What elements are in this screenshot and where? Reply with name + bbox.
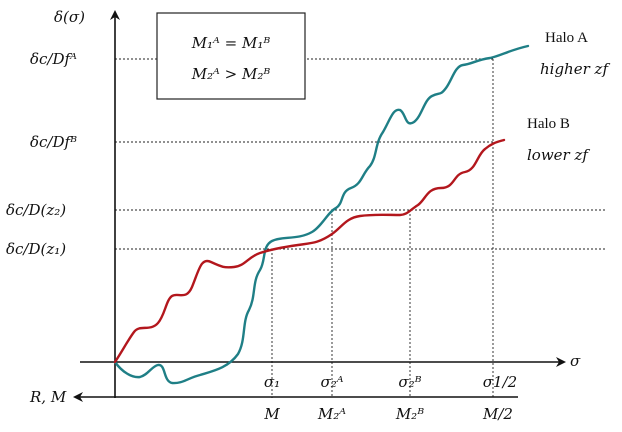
y-tick-dfa: δc/Dfᴬ (30, 50, 77, 68)
y-tick-dfb: δc/Dfᴮ (30, 133, 77, 151)
halo-b-curve (113, 138, 506, 364)
legend-line-2: M₂ᴬ > M₂ᴮ (191, 65, 271, 83)
sigma-tick-2b: σ₂ᴮ (398, 373, 421, 391)
halo-a-note: higher zf (540, 60, 610, 78)
mass-tick-m2a: M₂ᴬ (317, 405, 346, 423)
halo-b-name: Halo B (527, 116, 570, 132)
legend-box: M₁ᴬ = M₁ᴮ M₂ᴬ > M₂ᴮ (156, 12, 306, 100)
sigma-tick-2a: σ₂ᴬ (320, 373, 343, 391)
y-axis-label: δ(σ) (54, 8, 85, 26)
mass-tick-m2b: M₂ᴮ (395, 405, 424, 423)
guide-lines (115, 58, 606, 398)
sigma-tick-half: σ1/2 (483, 373, 517, 391)
legend-line-1: M₁ᴬ = M₁ᴮ (191, 34, 271, 52)
y-tick-dz1: δc/D(z₁) (6, 240, 66, 258)
lower-axis-label: R, M (29, 388, 67, 406)
halo-a-name: Halo A (545, 30, 588, 46)
mass-tick-half: M/2 (482, 405, 513, 423)
sigma-tick-1: σ₁ (264, 373, 280, 391)
mass-tick-m: M (263, 405, 280, 423)
x-axis-label: σ (570, 352, 581, 370)
halo-a-curve (113, 44, 530, 385)
halo-b-note: lower zf (527, 146, 590, 164)
y-tick-dz2: δc/D(z₂) (6, 201, 66, 219)
